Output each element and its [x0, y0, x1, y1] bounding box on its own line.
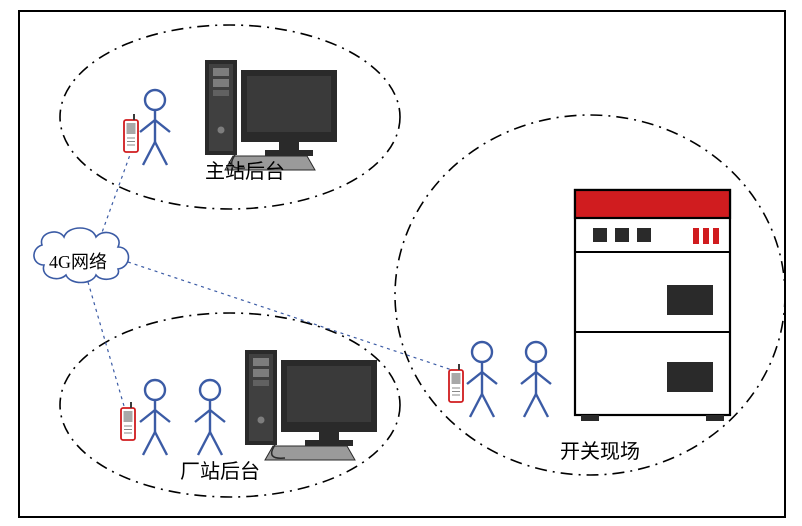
main-station-label: 主站后台	[205, 155, 285, 184]
person-icon	[521, 342, 551, 417]
edge-cloud-main	[100, 152, 131, 238]
diagram-canvas: 主站后台 厂站后台 开关现场 4G网络	[0, 0, 802, 526]
switch-site-label: 开关现场	[560, 435, 640, 464]
person-icon	[140, 90, 170, 165]
phone-icon	[121, 402, 135, 440]
person-icon	[140, 380, 170, 455]
phone-icon	[124, 114, 138, 152]
computer-icon	[205, 60, 337, 170]
phone-icon	[449, 364, 463, 402]
cabinet-icon	[575, 190, 730, 421]
plant-station-label: 厂站后台	[180, 455, 260, 484]
diagram-svg	[0, 0, 802, 526]
cloud-label: 4G网络	[49, 248, 107, 274]
edge-cloud-switch	[128, 262, 452, 370]
computer-icon	[245, 350, 377, 460]
edge-cloud-plant	[88, 282, 124, 406]
person-icon	[467, 342, 497, 417]
person-icon	[195, 380, 225, 455]
